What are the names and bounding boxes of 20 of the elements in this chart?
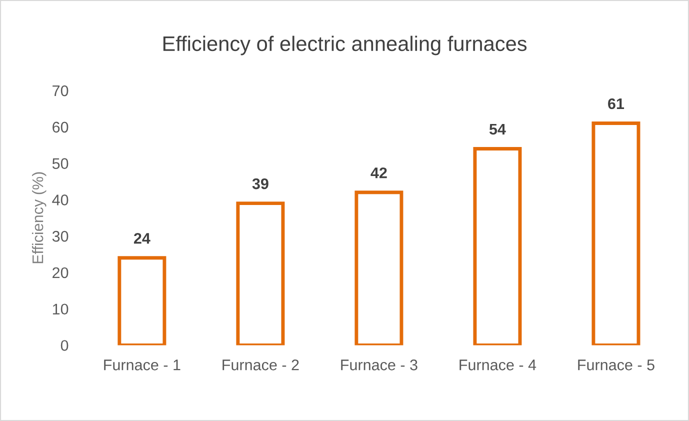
data-label: 39	[252, 178, 268, 190]
y-tick-label: 60	[52, 122, 68, 133]
x-tick-label: Furnace - 4	[460, 360, 536, 370]
data-label: 54	[489, 124, 506, 135]
y-tick-label: 20	[52, 267, 68, 278]
y-axis-title: Efficiency (%)	[32, 172, 46, 264]
y-tick-label: 70	[52, 85, 68, 96]
y-tick-label: 10	[52, 304, 68, 315]
x-tick-label: Furnace - 2	[222, 360, 299, 370]
data-label: 61	[608, 98, 624, 110]
chart-title: Efficiency of electric annealing furnaces	[163, 36, 527, 56]
x-tick-label: Furnace - 1	[104, 360, 180, 370]
data-label: 24	[134, 232, 150, 244]
x-tick-label: Furnace - 3	[341, 360, 418, 370]
x-tick-label: Furnace - 5	[578, 360, 654, 370]
data-label: 42	[370, 167, 387, 178]
y-tick-label: 50	[52, 158, 68, 169]
y-tick-label: 30	[52, 230, 68, 242]
y-tick-label: 0	[60, 340, 68, 351]
y-tick-label: 40	[52, 194, 68, 206]
